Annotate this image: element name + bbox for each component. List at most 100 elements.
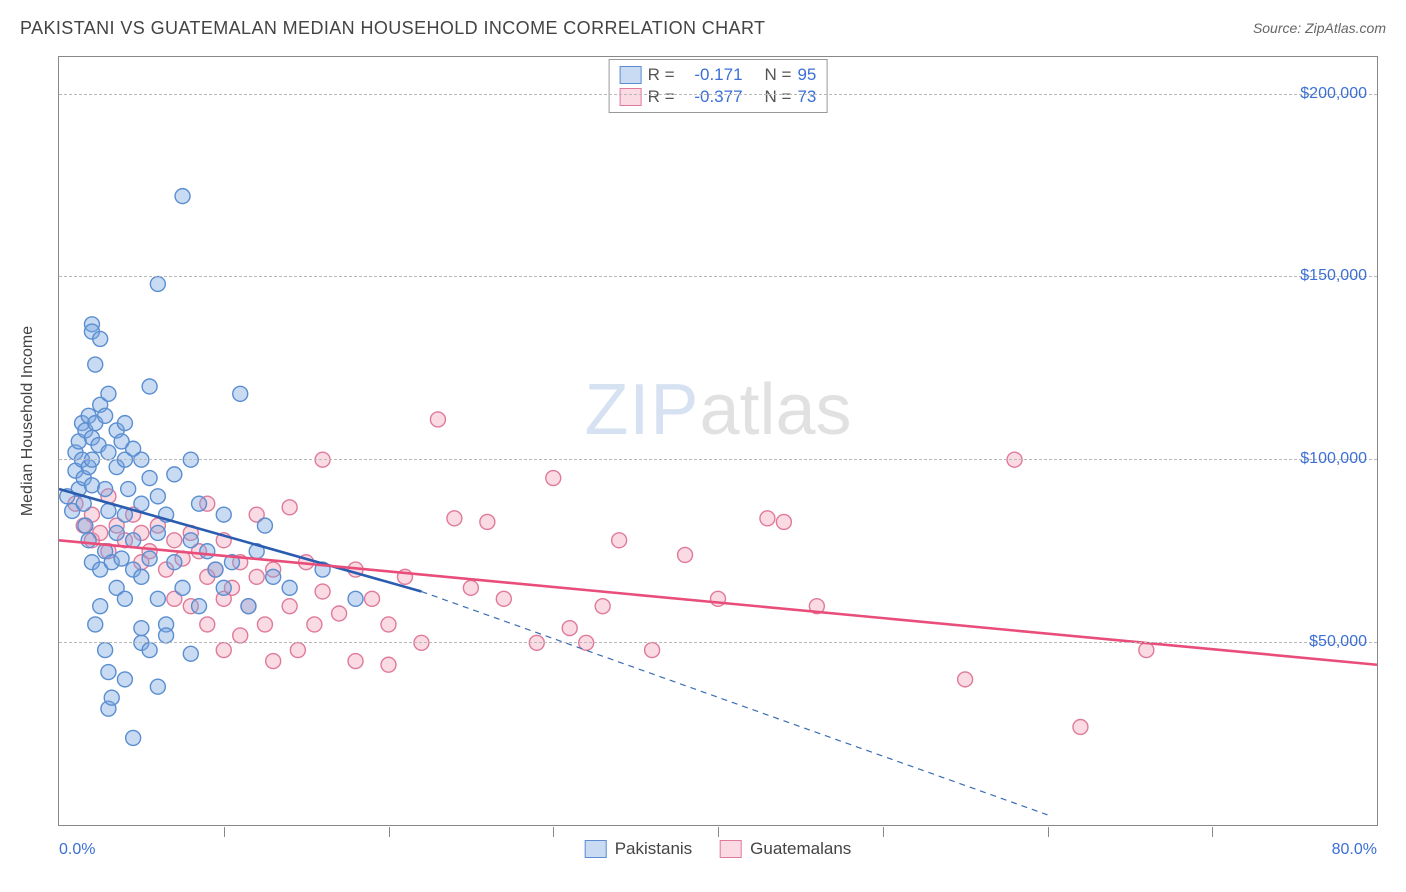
series-legend-item: Pakistanis <box>585 839 692 859</box>
data-point <box>233 628 248 643</box>
series-label: Guatemalans <box>750 839 851 859</box>
x-tick <box>389 827 390 837</box>
data-point <box>88 617 103 632</box>
data-point <box>249 569 264 584</box>
data-point <box>216 507 231 522</box>
legend-n-label: N = <box>765 65 792 85</box>
correlation-legend: R = -0.171 N = 95 R = -0.377 N = 73 <box>609 59 828 113</box>
series-label: Pakistanis <box>615 839 692 859</box>
gridline-h <box>59 459 1377 460</box>
x-tick <box>1048 827 1049 837</box>
data-point <box>307 617 322 632</box>
data-point <box>241 599 256 614</box>
x-tick <box>883 827 884 837</box>
data-point <box>1139 643 1154 658</box>
chart-title: PAKISTANI VS GUATEMALAN MEDIAN HOUSEHOLD… <box>20 18 765 38</box>
data-point <box>480 514 495 529</box>
data-point <box>114 551 129 566</box>
legend-n-label: N = <box>765 87 792 107</box>
data-point <box>447 511 462 526</box>
data-point <box>546 471 561 486</box>
data-point <box>142 471 157 486</box>
x-axis-min-label: 0.0% <box>59 841 95 859</box>
legend-swatch-a <box>585 840 607 858</box>
data-point <box>117 591 132 606</box>
data-point <box>381 617 396 632</box>
data-point <box>150 276 165 291</box>
data-point <box>463 580 478 595</box>
data-point <box>121 482 136 497</box>
data-point <box>88 357 103 372</box>
data-point <box>183 646 198 661</box>
data-point <box>266 654 281 669</box>
data-point <box>104 690 119 705</box>
data-point <box>365 591 380 606</box>
legend-swatch-a <box>620 66 642 84</box>
data-point <box>150 525 165 540</box>
data-point <box>1073 719 1088 734</box>
legend-row: R = -0.377 N = 73 <box>620 86 817 108</box>
data-point <box>134 496 149 511</box>
legend-r-label: R = <box>648 65 675 85</box>
gridline-h <box>59 276 1377 277</box>
legend-n-value: 73 <box>797 87 816 107</box>
data-point <box>192 599 207 614</box>
data-point <box>78 518 93 533</box>
data-point <box>315 584 330 599</box>
data-point <box>208 562 223 577</box>
data-point <box>257 518 272 533</box>
source-attribution: Source: ZipAtlas.com <box>1253 20 1386 36</box>
x-tick <box>224 827 225 837</box>
data-point <box>142 643 157 658</box>
data-point <box>216 580 231 595</box>
data-point <box>109 525 124 540</box>
data-point <box>101 665 116 680</box>
legend-r-value: -0.377 <box>681 87 743 107</box>
data-point <box>612 533 627 548</box>
data-point <box>150 591 165 606</box>
data-point <box>175 580 190 595</box>
data-point <box>200 617 215 632</box>
data-point <box>81 533 96 548</box>
data-point <box>678 547 693 562</box>
gridline-h <box>59 94 1377 95</box>
legend-row: R = -0.171 N = 95 <box>620 64 817 86</box>
data-point <box>200 544 215 559</box>
data-point <box>101 445 116 460</box>
data-point <box>496 591 511 606</box>
y-tick-label: $100,000 <box>1300 450 1367 468</box>
data-point <box>159 628 174 643</box>
data-point <box>167 555 182 570</box>
chart-container: PAKISTANI VS GUATEMALAN MEDIAN HOUSEHOLD… <box>0 0 1406 892</box>
legend-swatch-b <box>720 840 742 858</box>
data-point <box>98 408 113 423</box>
data-point <box>348 591 363 606</box>
y-tick-label: $150,000 <box>1300 267 1367 285</box>
data-point <box>167 467 182 482</box>
data-point <box>93 599 108 614</box>
y-axis-label: Median Household Income <box>19 326 37 516</box>
data-point <box>126 730 141 745</box>
data-point <box>348 654 363 669</box>
x-axis-max-label: 80.0% <box>1332 841 1377 859</box>
data-point <box>142 551 157 566</box>
data-point <box>282 500 297 515</box>
chart-header: PAKISTANI VS GUATEMALAN MEDIAN HOUSEHOLD… <box>20 18 1386 48</box>
data-point <box>282 599 297 614</box>
data-point <box>430 412 445 427</box>
data-point <box>595 599 610 614</box>
data-point <box>150 489 165 504</box>
data-point <box>117 416 132 431</box>
data-point <box>98 482 113 497</box>
x-tick <box>1212 827 1213 837</box>
trend-line <box>59 540 1377 664</box>
data-point <box>142 379 157 394</box>
data-point <box>134 569 149 584</box>
data-point <box>776 514 791 529</box>
legend-n-value: 95 <box>797 65 816 85</box>
data-point <box>266 569 281 584</box>
data-point <box>117 672 132 687</box>
data-point <box>282 580 297 595</box>
data-point <box>192 496 207 511</box>
data-point <box>93 331 108 346</box>
